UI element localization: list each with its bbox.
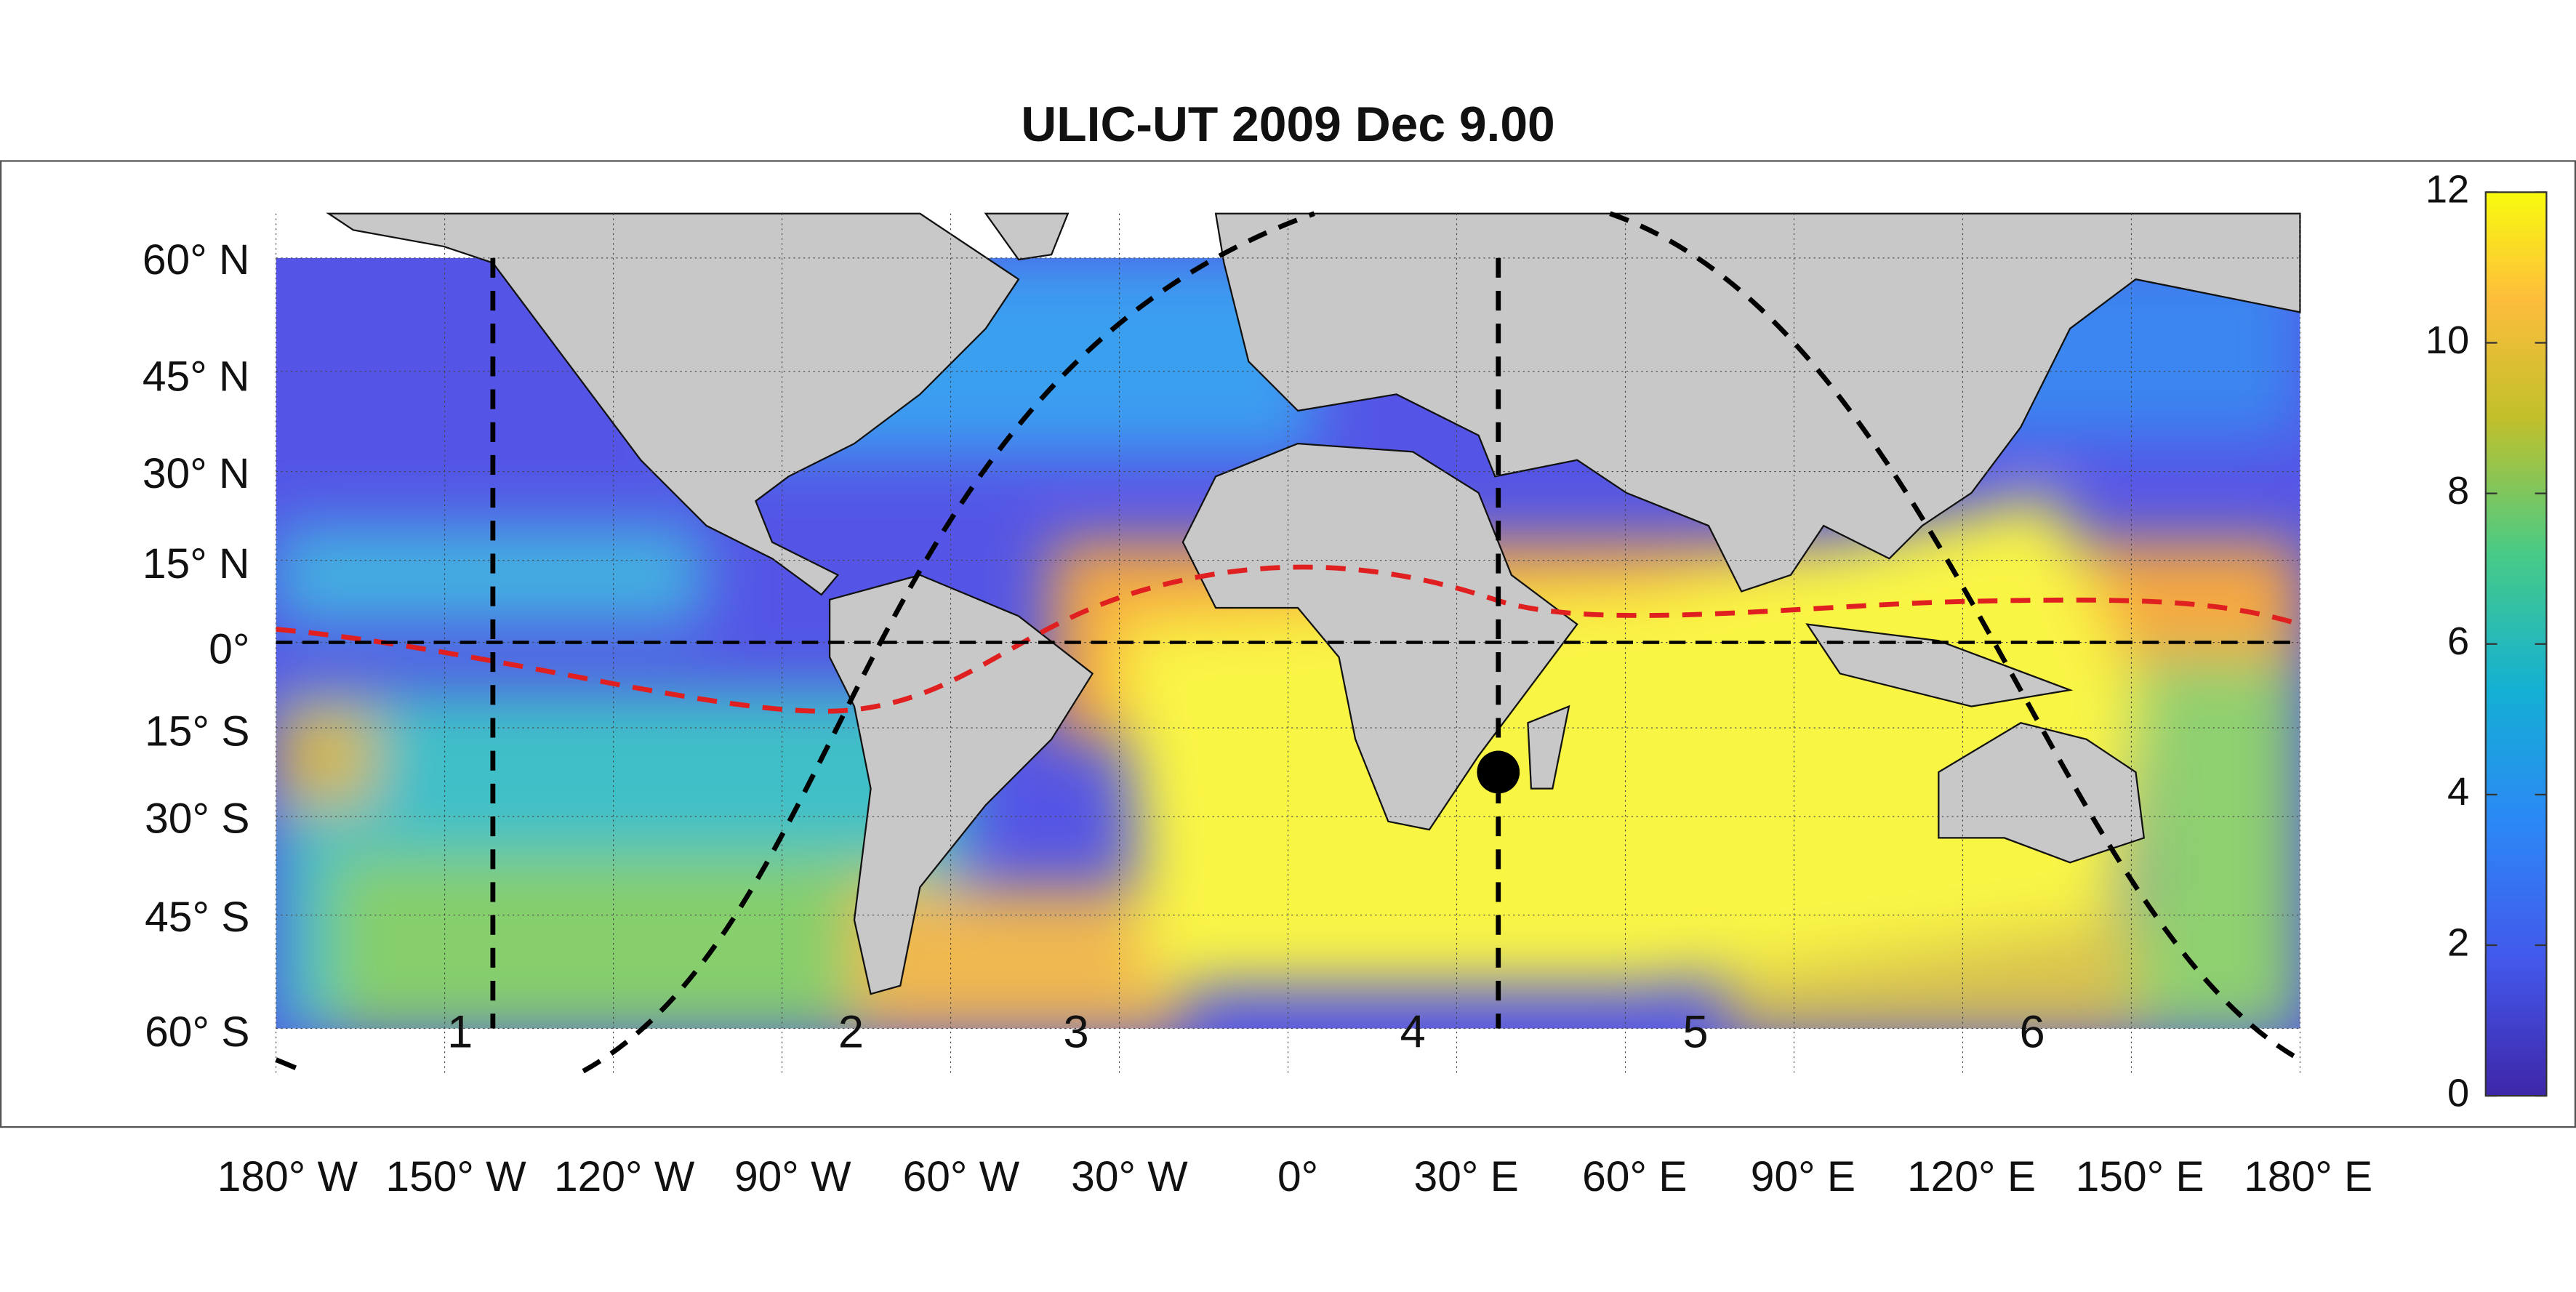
lat-label: 45° N (143, 353, 250, 400)
lat-label: 45° S (145, 894, 249, 941)
colorbar-tick-label: 6 (2447, 619, 2469, 663)
map-layer: ULIC-UT 2009 Dec 9.00 (0, 97, 2576, 1200)
lat-label: 30° S (145, 795, 249, 842)
lon-label: 30° W (1071, 1153, 1188, 1200)
lat-label: 0° (209, 626, 249, 673)
overlay-lines (275, 211, 2302, 1074)
lat-label: 30° N (143, 450, 250, 497)
land (326, 212, 2301, 995)
title: ULIC-UT 2009 Dec 9.00 (1021, 97, 1554, 152)
lon-label: 90° W (734, 1153, 851, 1200)
lon-label: 180° E (2244, 1153, 2372, 1200)
region-label: 3 (1063, 1006, 1088, 1057)
lon-label: 150° E (2076, 1153, 2204, 1200)
lon-label: 150° W (385, 1153, 526, 1200)
region-label: 6 (2020, 1006, 2045, 1057)
site-marker (1477, 750, 1520, 794)
lon-label: 120° E (1907, 1153, 2036, 1200)
lon-label: 90° E (1751, 1153, 1855, 1200)
lat-label: 15° S (145, 708, 249, 755)
region-label: 2 (838, 1006, 864, 1057)
lon-label: 60° E (1582, 1153, 1687, 1200)
region-label: 5 (1682, 1006, 1708, 1057)
graticule (276, 213, 2301, 1077)
colorbar-tick-label: 2 (2447, 920, 2469, 964)
region-label: 4 (1400, 1006, 1426, 1057)
lon-label: 60° W (903, 1153, 1020, 1200)
lon-label: 0° (1277, 1153, 1318, 1200)
colorbar-tick-label: 10 (2425, 318, 2469, 362)
colorbar-tick-label: 12 (2425, 168, 2469, 212)
lat-label: 60° N (143, 236, 250, 284)
lat-label: 60° S (145, 1008, 249, 1056)
lon-label: 30° E (1414, 1153, 1519, 1200)
colorbar-tick-label: 0 (2447, 1071, 2469, 1115)
region-label: 1 (447, 1006, 473, 1057)
lon-label: 180° W (217, 1153, 358, 1200)
lat-label: 15° N (143, 540, 250, 587)
colorbar-tick-label: 8 (2447, 469, 2469, 513)
lon-label: 120° W (554, 1153, 695, 1200)
frame (0, 160, 2576, 1128)
colorbar-tick-label: 4 (2447, 770, 2469, 814)
